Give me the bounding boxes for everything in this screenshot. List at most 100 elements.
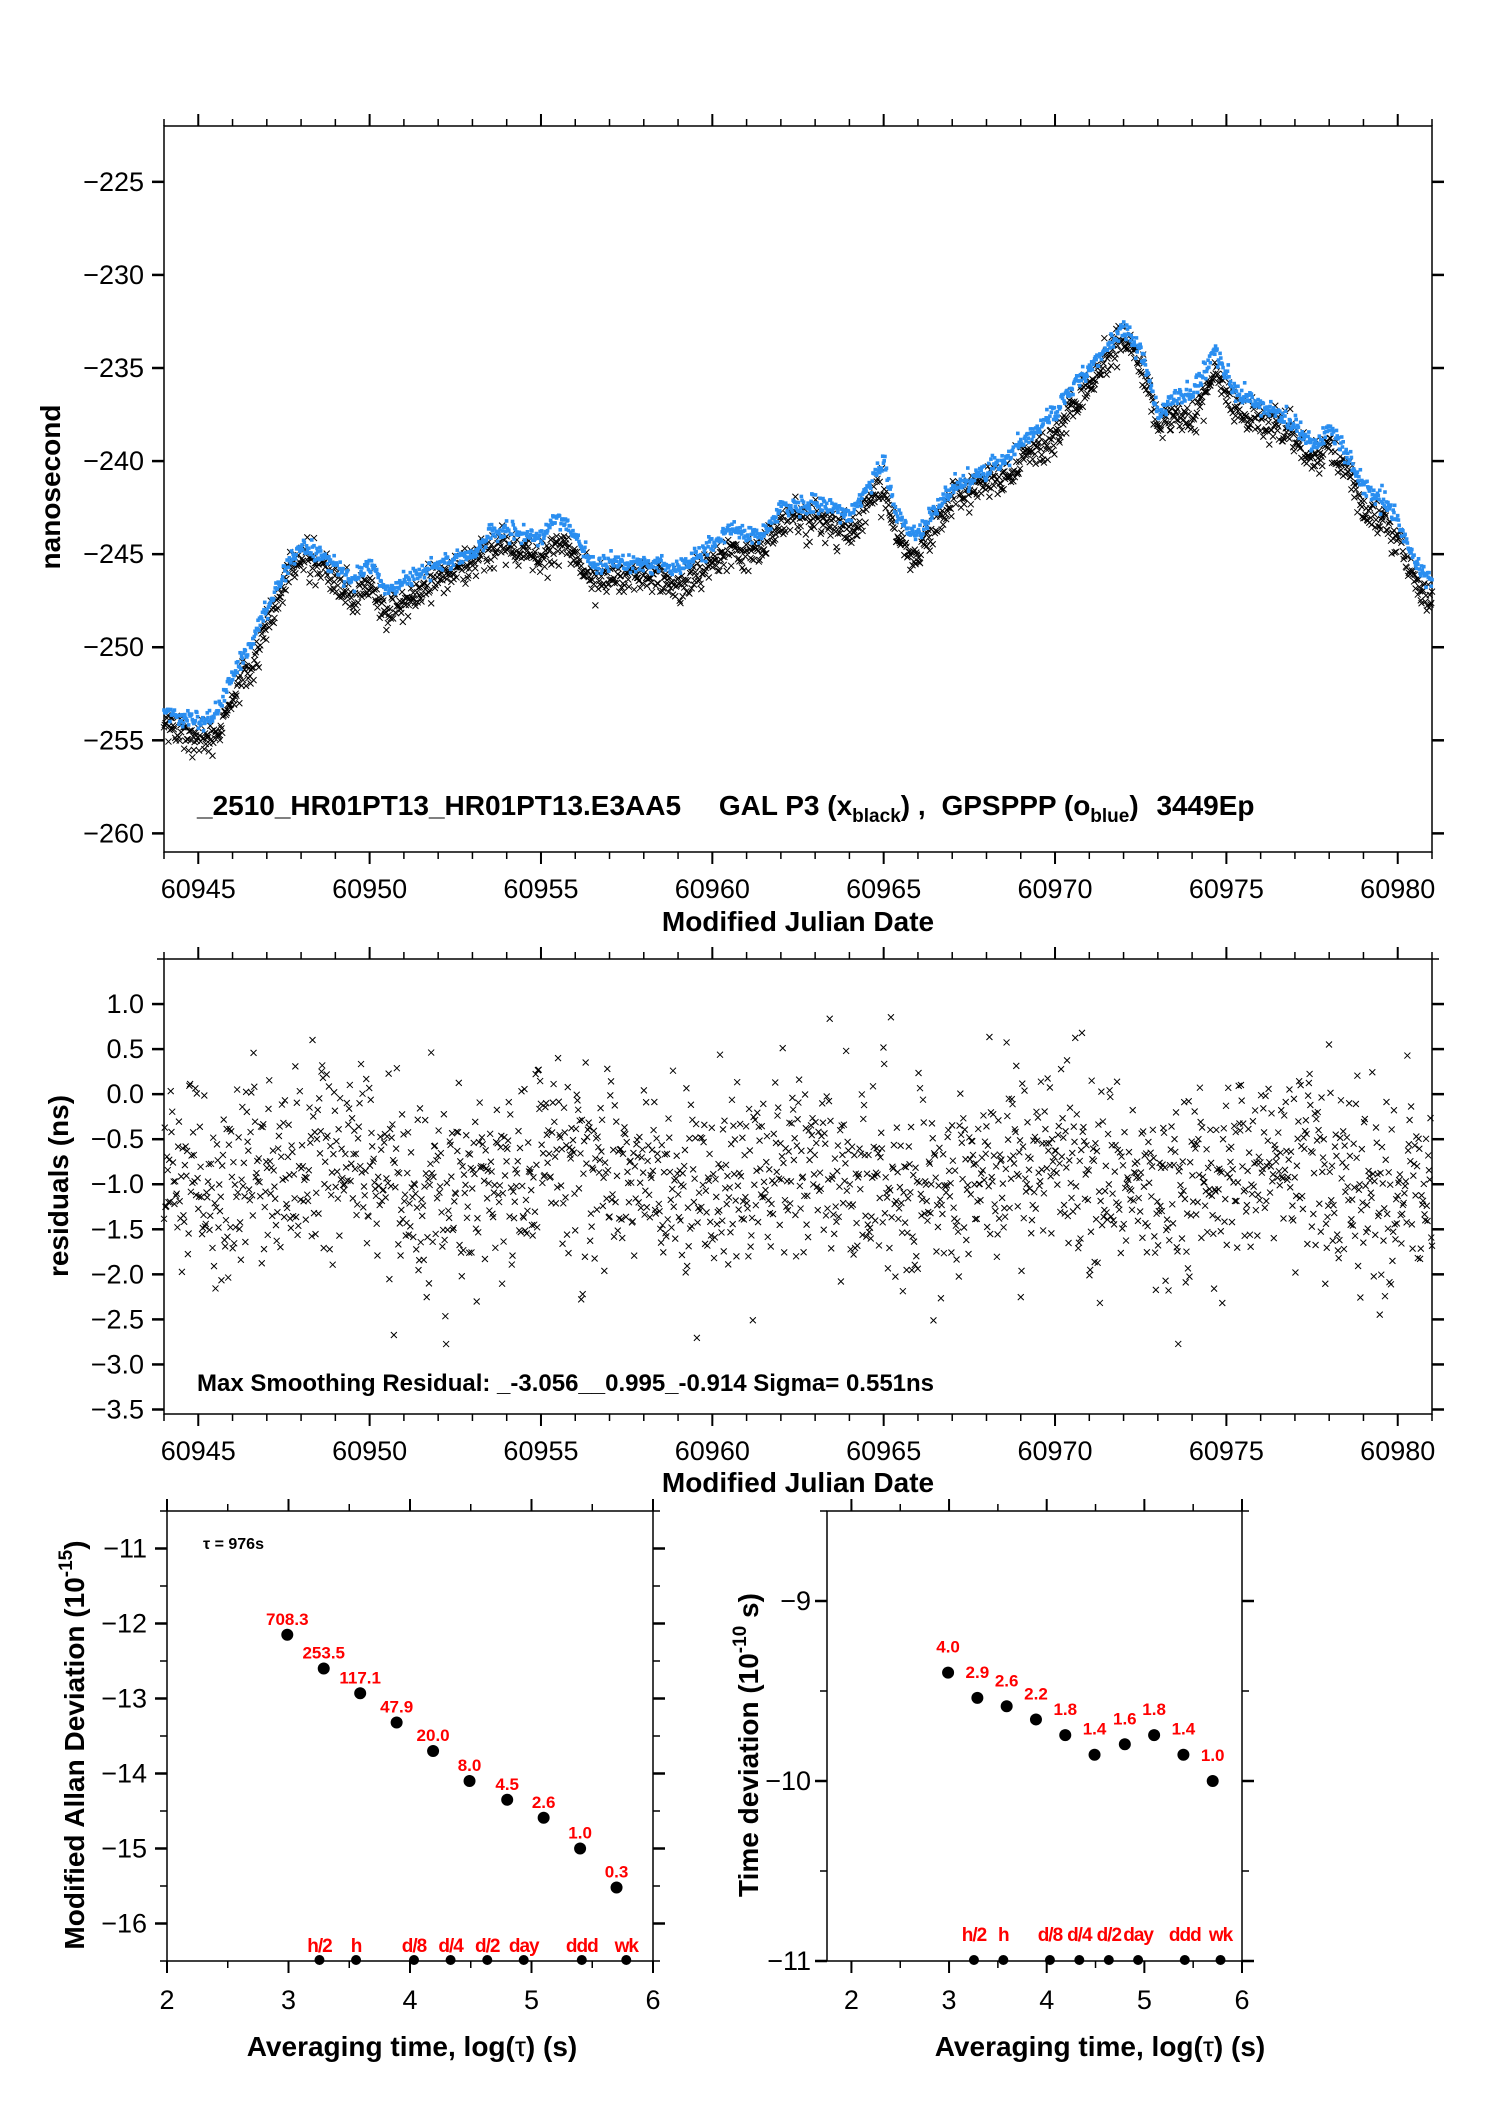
- gpsppp-point: [1218, 351, 1222, 356]
- gal-p3-point: [665, 588, 672, 596]
- gpsppp-point: [874, 473, 879, 478]
- residual-point: [447, 1141, 454, 1149]
- residual-point: [659, 1249, 667, 1256]
- residual-point: [653, 1135, 660, 1142]
- residual-point: [991, 1201, 999, 1208]
- gal-p3-point: [876, 478, 884, 486]
- gpsppp-point: [993, 463, 998, 468]
- residual-point: [795, 1099, 802, 1106]
- residual-point: [790, 1156, 798, 1164]
- title-series1-sub: black: [852, 806, 901, 827]
- gpsppp-point: [1142, 358, 1147, 363]
- gpsppp-point: [634, 559, 639, 564]
- residual-point: [382, 1194, 390, 1201]
- gal-p3-point: [775, 528, 783, 536]
- residual-point: [1096, 1299, 1104, 1307]
- residual-point: [745, 1105, 753, 1113]
- residual-point: [329, 1261, 337, 1269]
- residual-point: [877, 1129, 885, 1137]
- residual-point: [882, 1173, 890, 1181]
- gpsppp-point: [630, 566, 635, 571]
- residual-point: [860, 1101, 868, 1109]
- gal-p3-point: [763, 537, 771, 545]
- gpsppp-point: [386, 591, 391, 595]
- gpsppp-point: [180, 712, 184, 717]
- gal-p3-point: [823, 518, 831, 526]
- gpsppp-point: [1410, 555, 1415, 560]
- gpsppp-point: [852, 507, 857, 512]
- gal-p3-point: [1007, 478, 1015, 486]
- residual-point: [751, 1116, 759, 1124]
- residual-point: [555, 1098, 563, 1106]
- gal-p3-point: [414, 599, 422, 606]
- gal-p3-point: [1106, 351, 1114, 359]
- residual-point: [1007, 1175, 1015, 1183]
- residual-point: [980, 1176, 988, 1184]
- gpsppp-point: [403, 580, 407, 584]
- residual-point: [1083, 1141, 1090, 1149]
- gpsppp-point: [898, 511, 903, 516]
- residual-point: [220, 1116, 228, 1123]
- gpsppp-point: [585, 553, 589, 558]
- residual-point: [655, 1200, 663, 1208]
- gpsppp-point: [668, 569, 673, 573]
- residual-point: [1085, 1167, 1093, 1174]
- gal-p3-point: [677, 599, 684, 607]
- gpsppp-point: [1239, 388, 1244, 393]
- gpsppp-point: [620, 559, 625, 563]
- residual-point: [922, 1181, 930, 1189]
- gal-p3-point: [1050, 442, 1057, 449]
- gpsppp-point: [1146, 371, 1151, 376]
- residual-point: [524, 1139, 532, 1146]
- residual-point: [972, 1160, 980, 1167]
- gpsppp-point: [268, 600, 273, 605]
- residual-point: [246, 1196, 254, 1204]
- gpsppp-point: [1310, 447, 1314, 452]
- residual-point: [615, 1215, 623, 1222]
- residual-point: [368, 1143, 376, 1150]
- gpsppp-point: [768, 527, 773, 531]
- gpsppp-point: [311, 554, 316, 559]
- gpsppp-point: [689, 563, 693, 568]
- gal-p3-point: [1012, 458, 1020, 466]
- gpsppp-point: [328, 558, 333, 562]
- residual-point: [1042, 1140, 1050, 1147]
- gpsppp-point: [1312, 441, 1316, 446]
- residual-point: [874, 1171, 881, 1178]
- gpsppp-point: [1403, 532, 1407, 537]
- gpsppp-point: [510, 519, 515, 524]
- residual-point: [898, 1229, 906, 1236]
- gal-p3-point: [802, 531, 810, 538]
- residual-point: [839, 1199, 847, 1207]
- gpsppp-point: [1111, 345, 1116, 349]
- gpsppp-point: [817, 504, 822, 509]
- residual-point: [650, 1098, 658, 1106]
- residual-point: [233, 1086, 241, 1093]
- gal-p3-point: [515, 562, 522, 570]
- residual-point: [275, 1132, 283, 1140]
- x-tick-label: 60950: [332, 874, 407, 904]
- gal-p3-point: [684, 576, 692, 584]
- gpsppp-point: [909, 532, 913, 537]
- residual-point: [1104, 1130, 1112, 1138]
- gpsppp-point: [702, 550, 707, 554]
- residual-point: [686, 1135, 693, 1142]
- gpsppp-point: [1286, 422, 1291, 426]
- gpsppp-point: [172, 708, 177, 712]
- gal-p3-point: [465, 572, 472, 579]
- y-tick-label: −1.0: [91, 1169, 144, 1199]
- x-tick-label: 60960: [675, 1436, 750, 1466]
- gpsppp-point: [298, 549, 302, 554]
- residual-point: [268, 1212, 276, 1220]
- gpsppp-point: [296, 545, 301, 549]
- residual-point: [241, 1193, 248, 1200]
- gpsppp-point: [352, 589, 357, 594]
- gal-p3-point: [852, 524, 860, 531]
- gal-p3-point: [1051, 451, 1058, 458]
- gpsppp-point: [602, 556, 607, 561]
- gpsppp-point: [201, 715, 205, 720]
- gpsppp-point: [648, 565, 652, 570]
- gpsppp-point: [1328, 424, 1333, 429]
- gpsppp-point: [1151, 389, 1155, 394]
- gpsppp-point: [235, 670, 239, 675]
